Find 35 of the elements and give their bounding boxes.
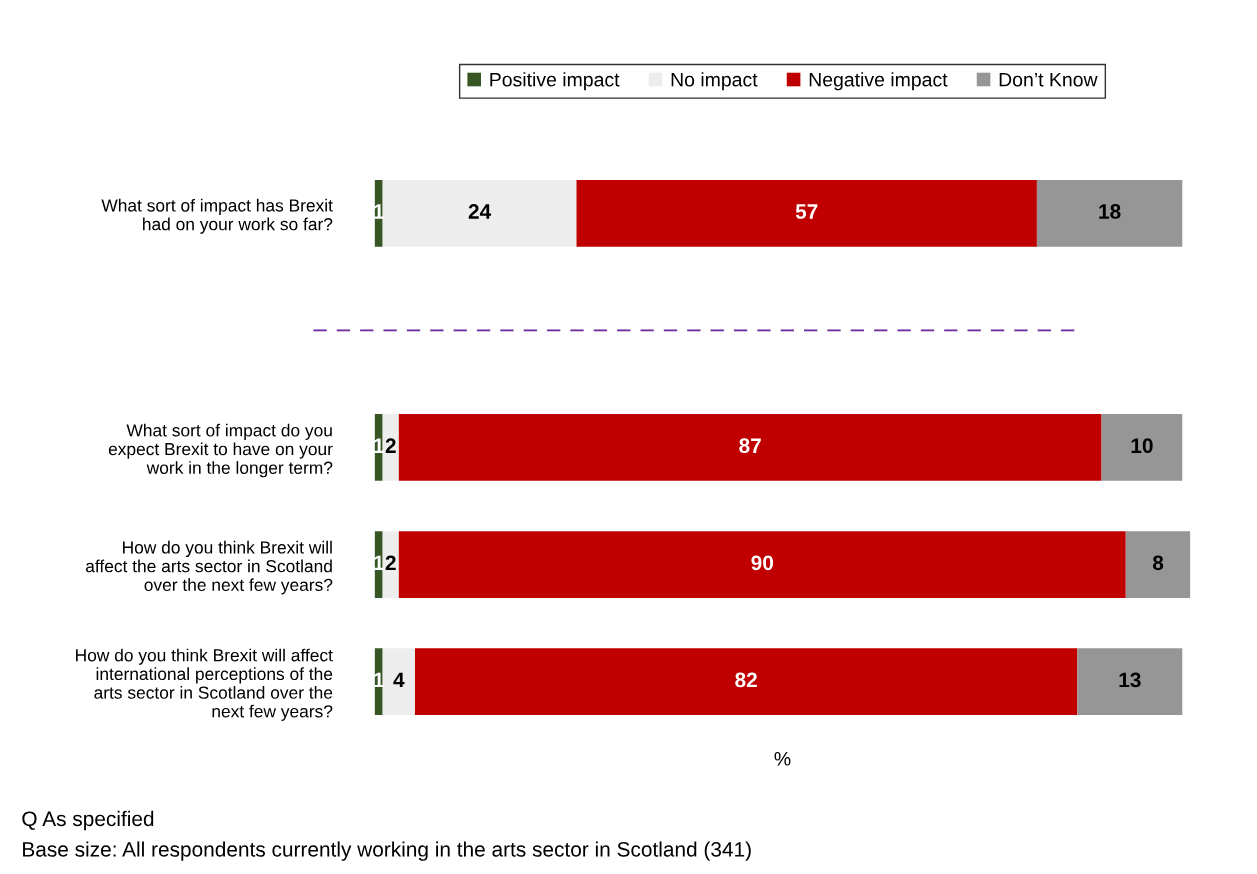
- bar: [382, 531, 399, 598]
- bar: [398, 414, 1102, 481]
- data-label: 8: [1152, 555, 1164, 571]
- bar: [398, 531, 1126, 598]
- data-label: 2: [385, 438, 396, 453]
- text: Q As specified: [22, 810, 154, 831]
- bar: [382, 179, 577, 247]
- y-tick-label: How do you think Brexit will affect international perceptions of the arts sector in Scotland over the next few years?: [76, 648, 333, 721]
- bar: [1125, 531, 1191, 598]
- legend-label: Don’t Know: [999, 72, 1098, 87]
- data-label: 57: [795, 204, 818, 219]
- data-label: 18: [1099, 204, 1121, 219]
- data-label: 13: [1119, 672, 1141, 688]
- bar: [382, 414, 399, 481]
- y-tick-label: How do you think Brexit will affect the arts sector in Scotland over the next few years?: [85, 540, 333, 595]
- x-axis-title: %: [774, 751, 791, 766]
- bar: [576, 179, 1037, 247]
- bar: [414, 648, 1078, 716]
- data-label: 4: [393, 672, 405, 688]
- legend-label: Positive impact: [490, 72, 620, 91]
- y-tick-label: What sort of impact do you expect Brexit to have on your work in the longer term?: [108, 423, 333, 478]
- data-label: 2: [385, 555, 396, 570]
- data-label: 10: [1131, 438, 1153, 454]
- y-tick-label: What sort of impact has Brexit had on your work so far?: [101, 198, 333, 234]
- bar: [1077, 648, 1183, 716]
- text: Base size: All respondents currently working in the arts sector in Scotland (341): [23, 841, 751, 861]
- data-label: 82: [735, 672, 757, 688]
- bar: [1101, 414, 1183, 481]
- bar: [382, 648, 415, 716]
- data-label: 87: [739, 438, 761, 454]
- data-label: 90: [751, 555, 774, 571]
- legend-label: No impact: [671, 72, 758, 91]
- bar: [1036, 179, 1183, 247]
- data-label: 24: [468, 204, 492, 219]
- legend-label: Negative impact: [809, 72, 948, 91]
